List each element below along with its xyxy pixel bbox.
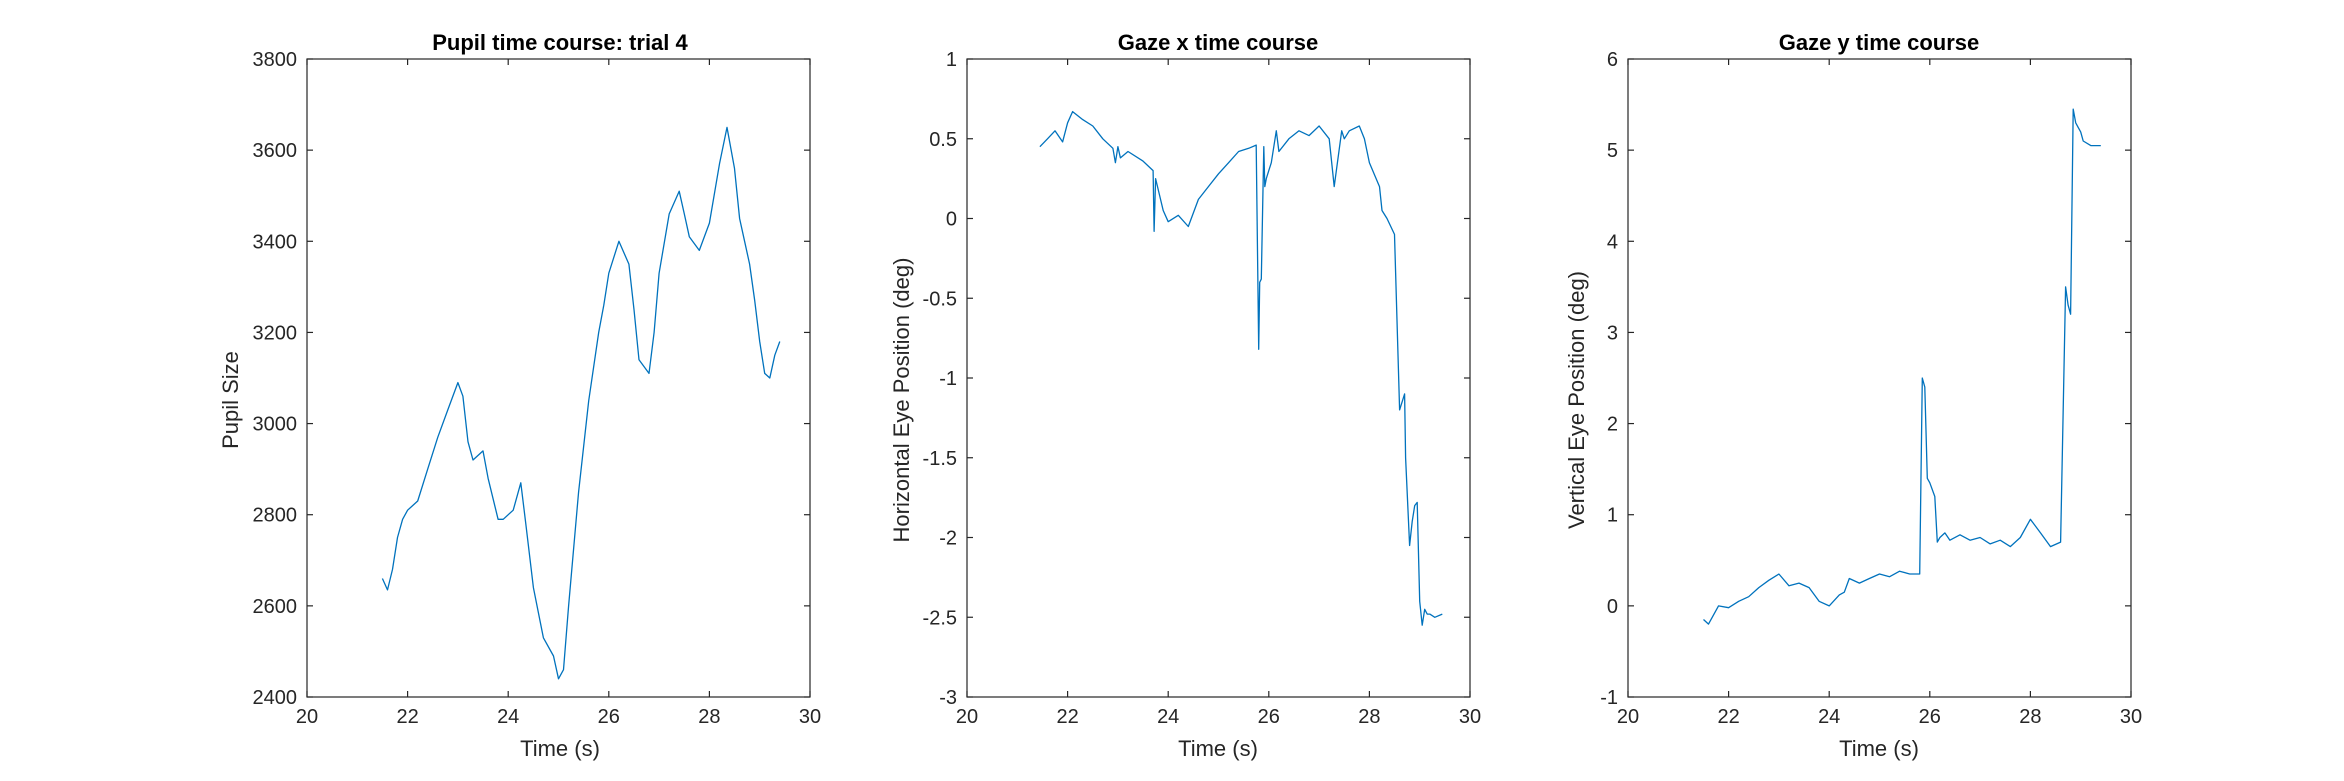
y-tick-label: 1 bbox=[1607, 505, 1618, 527]
y-tick-label: -1.5 bbox=[923, 448, 957, 470]
chart-title: Gaze x time course bbox=[1118, 30, 1319, 55]
axes-box bbox=[966, 58, 1471, 698]
y-tick-label: -2.5 bbox=[923, 607, 957, 629]
x-tick-label: 26 bbox=[1919, 706, 1941, 728]
x-tick-label: 30 bbox=[1459, 706, 1481, 728]
x-tick-label: 20 bbox=[1617, 706, 1639, 728]
y-tick-label: 2800 bbox=[253, 505, 298, 527]
y-axis-label: Vertical Eye Position (deg) bbox=[1564, 271, 1589, 529]
x-tick-label: 22 bbox=[1717, 706, 1739, 728]
axes-box bbox=[306, 58, 811, 698]
y-tick-label: 2400 bbox=[253, 687, 298, 709]
y-tick-label: 2600 bbox=[253, 596, 298, 618]
y-tick-label: 3400 bbox=[253, 231, 298, 253]
series-line bbox=[1039, 110, 1443, 626]
y-tick-label: 3200 bbox=[253, 322, 298, 344]
x-tick-label: 28 bbox=[2019, 706, 2041, 728]
y-tick-label: 3 bbox=[1607, 322, 1618, 344]
tick-layer: 20 22 24 26 28 30 -3 -2.5 -2 -1.5 -1 -0.5 0 0.5 1 bbox=[923, 49, 1482, 728]
chart-title: Pupil time course: trial 4 bbox=[432, 30, 688, 55]
x-tick-label: 22 bbox=[1056, 706, 1078, 728]
subplot-pupil: Pupil time course: trial 4 Time (s) Pupi… bbox=[218, 30, 821, 761]
tick-layer: 20 22 24 26 28 30 2400 2600 2800 3000 3200 3400 3600… bbox=[253, 49, 822, 728]
y-tick-label: 4 bbox=[1607, 231, 1618, 253]
y-tick-label: 1 bbox=[946, 49, 957, 71]
x-tick-label: 24 bbox=[1818, 706, 1840, 728]
x-axis-label: Time (s) bbox=[1839, 736, 1919, 761]
x-tick-label: 30 bbox=[799, 706, 821, 728]
y-tick-label: 3000 bbox=[253, 414, 298, 436]
y-tick-label: 3800 bbox=[253, 49, 298, 71]
y-tick-label: 5 bbox=[1607, 140, 1618, 162]
x-axis-label: Time (s) bbox=[520, 736, 600, 761]
x-tick-label: 26 bbox=[598, 706, 620, 728]
y-tick-label: -0.5 bbox=[923, 288, 957, 310]
series-line bbox=[1703, 108, 2101, 625]
axes-box bbox=[1627, 58, 2132, 698]
y-axis-label: Horizontal Eye Position (deg) bbox=[889, 258, 914, 543]
x-axis-label: Time (s) bbox=[1178, 736, 1258, 761]
subplot-gaze-y: Gaze y time course Time (s) Vertical Eye… bbox=[1564, 30, 2142, 761]
x-tick-label: 20 bbox=[296, 706, 318, 728]
y-tick-label: 0 bbox=[946, 209, 957, 231]
y-tick-label: -2 bbox=[939, 528, 957, 550]
series-line bbox=[381, 126, 781, 680]
y-tick-label: 0 bbox=[1607, 596, 1618, 618]
x-tick-label: 22 bbox=[396, 706, 418, 728]
x-tick-label: 26 bbox=[1258, 706, 1280, 728]
y-tick-label: 0.5 bbox=[929, 129, 957, 151]
y-tick-label: -3 bbox=[939, 687, 957, 709]
subplot-gaze-x: Gaze x time course Time (s) Horizontal E… bbox=[889, 30, 1481, 761]
y-tick-label: 3600 bbox=[253, 140, 298, 162]
y-tick-label: -1 bbox=[1600, 687, 1618, 709]
y-tick-label: 6 bbox=[1607, 49, 1618, 71]
x-tick-label: 20 bbox=[956, 706, 978, 728]
y-tick-label: 2 bbox=[1607, 414, 1618, 436]
y-tick-label: -1 bbox=[939, 368, 957, 390]
chart-title: Gaze y time course bbox=[1779, 30, 1980, 55]
x-tick-label: 28 bbox=[1358, 706, 1380, 728]
y-axis-label: Pupil Size bbox=[218, 351, 243, 449]
x-tick-label: 24 bbox=[1157, 706, 1179, 728]
x-tick-label: 28 bbox=[698, 706, 720, 728]
x-tick-label: 30 bbox=[2120, 706, 2142, 728]
tick-layer: 20 22 24 26 28 30 -1 0 1 2 3 4 5 6 bbox=[1600, 49, 2142, 728]
x-tick-label: 24 bbox=[497, 706, 519, 728]
